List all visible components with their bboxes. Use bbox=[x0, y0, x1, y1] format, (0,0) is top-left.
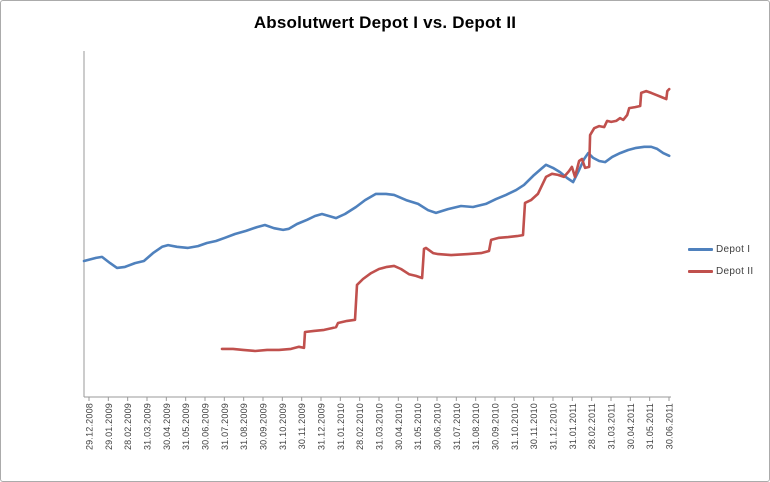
x-tick-label: 31.05.2010 bbox=[413, 403, 423, 450]
x-tick-label: 30.04.2009 bbox=[162, 403, 172, 450]
x-tick-label: 29.12.2008 bbox=[85, 403, 95, 450]
x-tick-label: 30.11.2009 bbox=[297, 403, 307, 449]
x-tick-label: 31.01.2010 bbox=[336, 403, 346, 450]
x-tick-label: 31.05.2009 bbox=[181, 403, 191, 450]
x-tick-label: 31.08.2009 bbox=[239, 403, 249, 450]
x-tick-label: 31.12.2009 bbox=[316, 403, 326, 450]
x-tick-label: 31.05.2011 bbox=[645, 403, 655, 449]
x-tick-label: 30.06.2010 bbox=[432, 403, 442, 450]
x-tick-label: 31.01.2011 bbox=[568, 403, 578, 449]
x-tick-label: 28.02.2011 bbox=[587, 403, 597, 449]
x-tick-label: 31.03.2009 bbox=[142, 403, 152, 450]
x-tick-label: 30.09.2010 bbox=[490, 403, 500, 450]
legend-item-depot-i: Depot I bbox=[688, 238, 753, 260]
x-tick-label: 31.03.2011 bbox=[606, 403, 616, 449]
x-tick-label: 31.10.2009 bbox=[278, 403, 288, 450]
series-line-depot-ii bbox=[220, 87, 671, 353]
x-tick-label: 30.06.2009 bbox=[200, 403, 210, 450]
x-tick-label: 31.07.2009 bbox=[220, 403, 230, 450]
legend-label-depot-i: Depot I bbox=[716, 243, 751, 255]
x-tick-label: 30.04.2011 bbox=[626, 403, 636, 449]
x-tick-label: 31.07.2010 bbox=[452, 403, 462, 450]
x-tick-label: 31.03.2010 bbox=[374, 403, 384, 450]
x-tick-label: 30.11.2010 bbox=[529, 403, 539, 449]
legend: Depot I Depot II bbox=[688, 238, 753, 282]
legend-label-depot-ii: Depot II bbox=[716, 265, 754, 277]
x-tick-label: 31.10.2010 bbox=[510, 403, 520, 450]
x-tick-label: 28.02.2010 bbox=[355, 403, 365, 450]
x-tick-label: 31.12.2010 bbox=[548, 403, 558, 450]
legend-swatch-depot-ii bbox=[688, 269, 713, 273]
x-tick-label: 29.01.2009 bbox=[104, 403, 114, 450]
x-tick-label: 30.06.2011 bbox=[664, 403, 674, 449]
legend-swatch-depot-i bbox=[688, 247, 713, 251]
x-tick-label: 30.04.2010 bbox=[394, 403, 404, 450]
legend-item-depot-ii: Depot II bbox=[688, 260, 753, 282]
x-tick-label: 31.08.2010 bbox=[471, 403, 481, 450]
x-tick-label: 28.02.2009 bbox=[123, 403, 133, 450]
series-line-depot-i bbox=[82, 145, 671, 270]
chart-title: Absolutwert Depot I vs. Depot II bbox=[253, 13, 517, 32]
x-tick-label: 30.09.2009 bbox=[258, 403, 268, 450]
